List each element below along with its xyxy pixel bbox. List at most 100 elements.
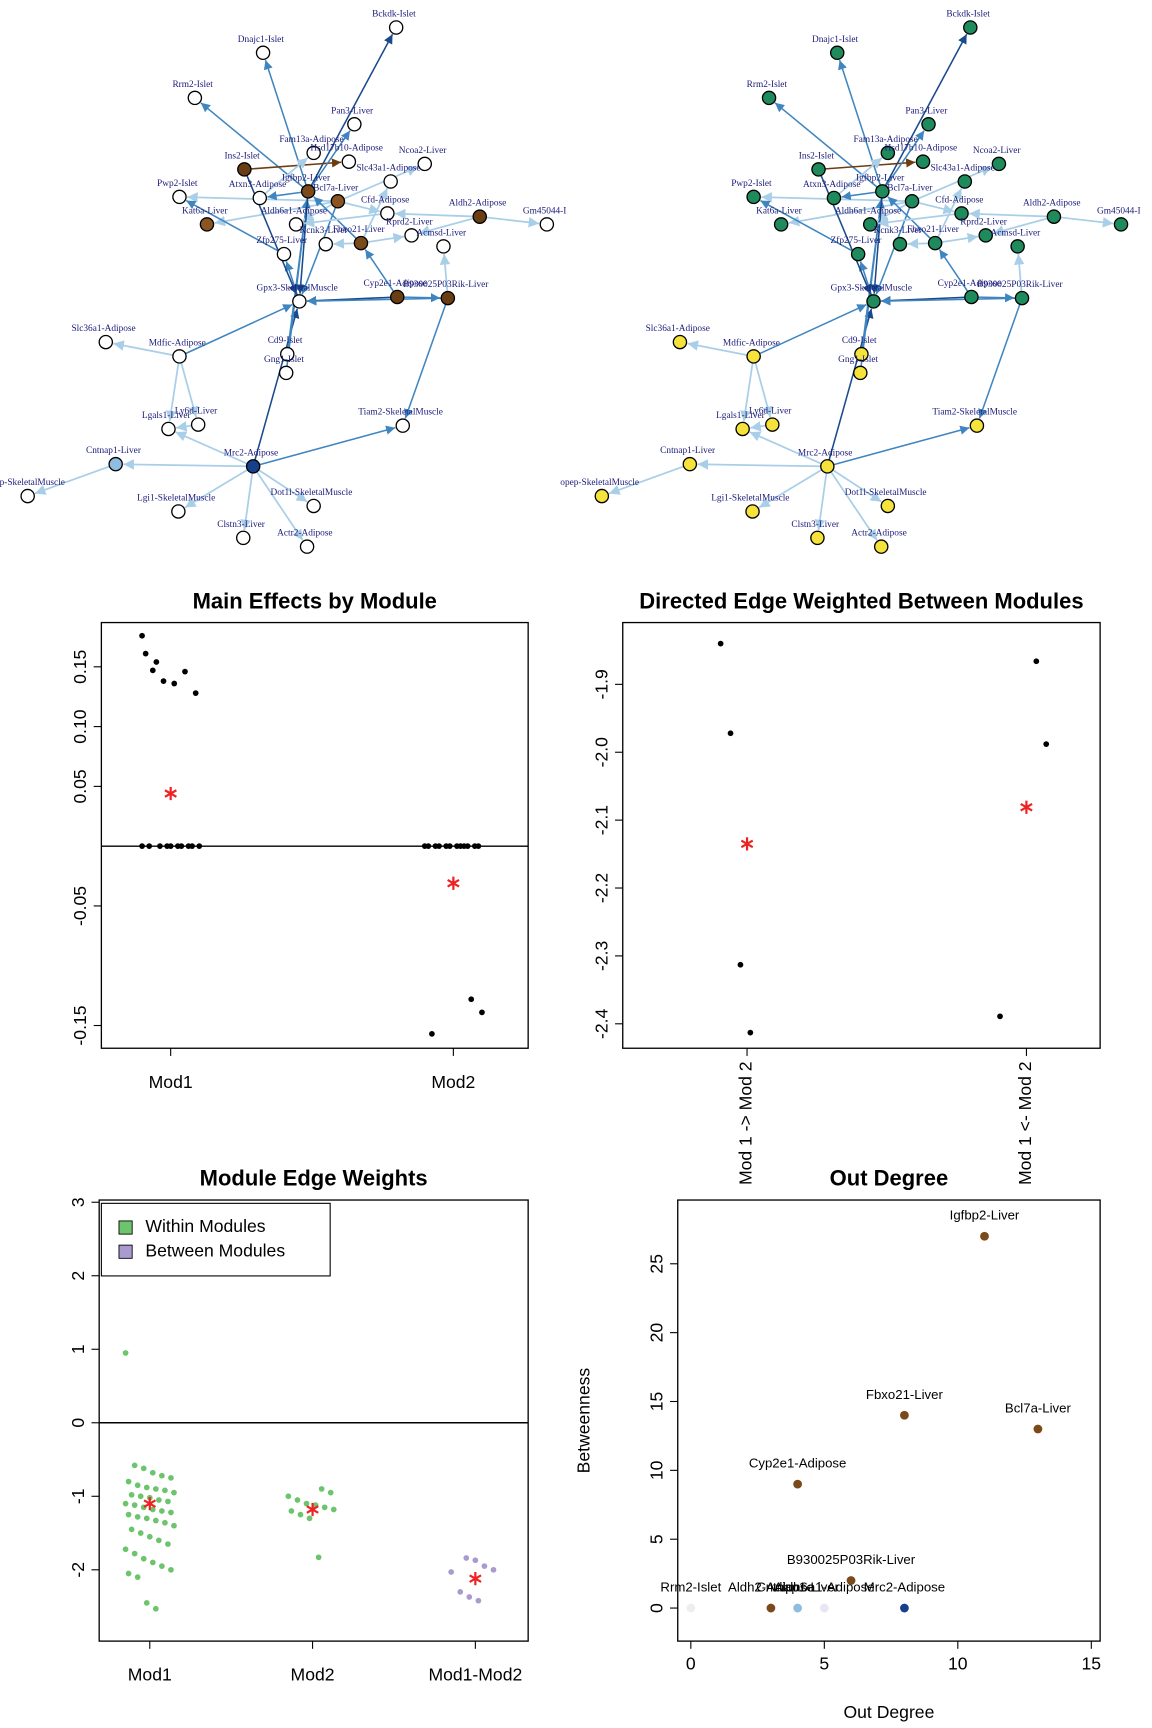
node-label: Ly6d-Liver bbox=[175, 407, 218, 417]
node-label: Kat6a-Liver bbox=[756, 206, 802, 216]
node-label: Gm45044-I bbox=[523, 206, 567, 216]
plot-frame bbox=[677, 1199, 1101, 1642]
edge bbox=[200, 102, 309, 192]
node bbox=[98, 334, 114, 350]
node-label: Fbxo21-Liver bbox=[907, 225, 960, 235]
point bbox=[1033, 1424, 1043, 1434]
edge bbox=[337, 166, 419, 203]
point-label: Cyp2e1-Adipose bbox=[749, 1456, 847, 1471]
point bbox=[128, 1526, 135, 1533]
node-label: Slc36a1-Adipose bbox=[646, 324, 710, 334]
node-label: Ly6d-Liver bbox=[749, 407, 792, 417]
edge bbox=[178, 356, 199, 418]
legend-label: Between Modules bbox=[145, 1240, 285, 1260]
y-tick-label: -2 bbox=[68, 1562, 88, 1578]
x-tick-label: 5 bbox=[819, 1654, 829, 1674]
point bbox=[128, 1491, 135, 1498]
edge bbox=[1013, 253, 1025, 299]
node-label: Clstn3-Liver bbox=[217, 520, 266, 530]
edge bbox=[364, 249, 398, 298]
x-tick-label: Mod2 bbox=[291, 1665, 335, 1685]
point bbox=[159, 1472, 165, 1479]
edge bbox=[774, 102, 883, 192]
point bbox=[153, 659, 160, 665]
node bbox=[921, 117, 936, 132]
edge bbox=[418, 215, 480, 236]
node-label: Mdfic-Adipose bbox=[723, 337, 780, 348]
point bbox=[165, 1498, 171, 1505]
edge bbox=[817, 169, 872, 295]
point bbox=[468, 996, 475, 1003]
y-tick-label: -2.0 bbox=[591, 737, 611, 768]
point bbox=[139, 843, 145, 850]
y-tick-label: 1 bbox=[68, 1344, 88, 1354]
point bbox=[155, 1537, 162, 1544]
mean-marker bbox=[740, 837, 754, 851]
edge bbox=[307, 33, 394, 192]
node-label: Cfd-Adipose bbox=[361, 194, 409, 205]
x-tick-label: Mod1 bbox=[149, 1072, 193, 1092]
plot-frame bbox=[100, 621, 529, 1049]
plot-frame bbox=[98, 1199, 529, 1642]
point bbox=[159, 1563, 165, 1569]
edge bbox=[263, 59, 309, 192]
point bbox=[472, 1557, 479, 1564]
edge bbox=[34, 463, 116, 495]
node bbox=[765, 417, 780, 432]
point bbox=[196, 843, 203, 850]
point bbox=[140, 1555, 147, 1562]
node bbox=[892, 236, 908, 252]
edge bbox=[758, 465, 828, 509]
node bbox=[171, 504, 186, 519]
edge bbox=[838, 59, 884, 192]
edge bbox=[818, 158, 916, 171]
strip-chart: Directed Edge Weighted Between Modules -2… bbox=[591, 588, 1101, 1185]
point bbox=[143, 1484, 150, 1491]
point bbox=[152, 1605, 159, 1612]
point bbox=[436, 843, 442, 850]
node bbox=[810, 530, 825, 546]
node-label: Rrm2-Islet bbox=[747, 80, 788, 90]
point bbox=[139, 632, 145, 639]
y-tick-label: -2.4 bbox=[591, 1008, 611, 1039]
node-label: Hsd17b10-Adipose bbox=[885, 144, 958, 154]
point bbox=[793, 1603, 803, 1613]
node bbox=[820, 459, 835, 474]
point bbox=[140, 1465, 147, 1472]
edge bbox=[881, 33, 968, 192]
y-tick-label: 0 bbox=[68, 1418, 88, 1428]
node-label: Zfp275-Liver bbox=[831, 235, 883, 246]
edge bbox=[814, 466, 829, 531]
y-tick-label: 10 bbox=[646, 1460, 666, 1480]
node bbox=[957, 174, 973, 189]
node bbox=[404, 228, 419, 243]
node bbox=[850, 246, 866, 262]
x-tick-label: Mod 1 <- Mod 2 bbox=[1015, 1061, 1035, 1185]
node bbox=[306, 498, 321, 514]
y-tick-label: -2.3 bbox=[591, 941, 611, 971]
point bbox=[167, 843, 174, 850]
edge bbox=[479, 215, 540, 228]
node bbox=[915, 154, 931, 169]
x-axis-title: Out Degree bbox=[843, 1702, 934, 1722]
x-tick-label: Mod 1 -> Mod 2 bbox=[736, 1061, 756, 1185]
point bbox=[466, 1594, 473, 1600]
point bbox=[321, 1504, 328, 1511]
point bbox=[330, 1506, 337, 1513]
point bbox=[143, 1600, 150, 1606]
point bbox=[490, 1566, 497, 1573]
node bbox=[236, 530, 251, 546]
node-label: Gm45044-I bbox=[1097, 206, 1141, 216]
y-axis-title: Betweenness bbox=[574, 1368, 594, 1474]
node-label: Actr2-Adipose bbox=[277, 529, 332, 539]
x-tick-label: 10 bbox=[948, 1654, 968, 1674]
node bbox=[811, 162, 826, 177]
point bbox=[171, 1522, 177, 1529]
node bbox=[306, 145, 321, 161]
point bbox=[137, 1493, 144, 1500]
point bbox=[479, 1009, 485, 1016]
point bbox=[168, 1509, 174, 1516]
x-tick-label: 0 bbox=[686, 1654, 696, 1674]
edge bbox=[760, 199, 859, 255]
